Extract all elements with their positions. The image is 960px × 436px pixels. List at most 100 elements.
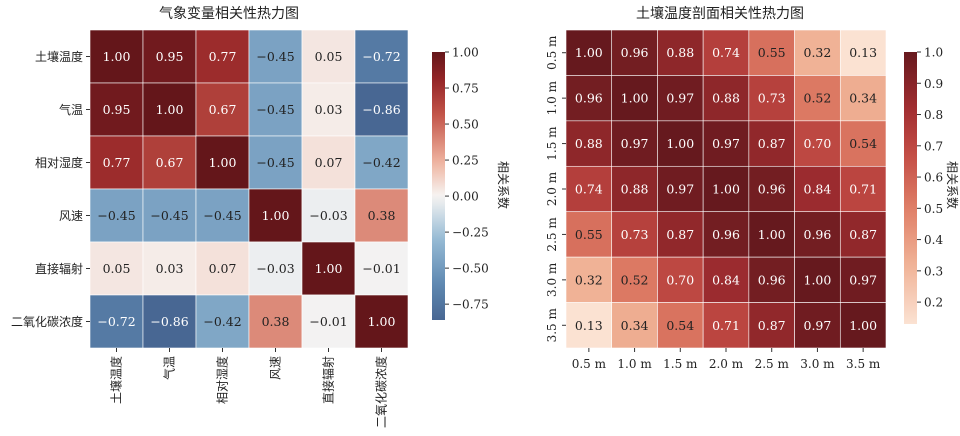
cell-value-label: −0.45: [256, 49, 294, 64]
cell-value-label: 0.87: [758, 136, 786, 151]
cell-value-label: 0.88: [575, 136, 603, 151]
cell-value-label: 1.00: [666, 136, 694, 151]
heatmap-cell: [839, 256, 887, 303]
heatmap-cell: [565, 256, 613, 303]
row-tick-label: 风速: [59, 209, 83, 223]
cell-value-label: 0.77: [103, 155, 131, 170]
cell-value-label: −0.42: [362, 155, 400, 170]
row-tick-label: 3.0 m: [545, 262, 559, 297]
col-tick-label: 2.0 m: [709, 357, 744, 371]
cell-value-label: 0.87: [849, 227, 877, 242]
heatmap-cell: [794, 165, 841, 213]
cell-value-label: −0.86: [150, 314, 188, 329]
cell-value-label: −0.03: [256, 261, 294, 276]
heatmap-cell: [301, 241, 356, 296]
cell-value-label: 0.88: [712, 91, 740, 106]
cell-value-label: 0.34: [849, 91, 877, 106]
cell-value-label: 0.96: [712, 227, 740, 242]
row-tick-label: 0.5 m: [545, 35, 559, 70]
heatmap-cell: [301, 29, 356, 84]
cell-value-label: 0.97: [621, 136, 649, 151]
cell-value-label: 0.32: [575, 272, 603, 287]
heatmap-cell: [354, 241, 409, 296]
cell-value-label: 0.67: [156, 155, 184, 170]
heatmap-cell: [611, 165, 658, 213]
cell-value-label: 0.77: [209, 49, 237, 64]
row-tick-label: 3.5 m: [545, 308, 559, 343]
heatmap-cell: [657, 75, 704, 122]
colorbar-tick-label: 0.6: [924, 171, 943, 185]
row-tick-label: 直接辐射: [35, 261, 83, 276]
heatmap-cell: [611, 29, 658, 76]
heatmap-cell: [657, 256, 704, 303]
heatmap-cell: [142, 135, 197, 190]
colorbar-tick-label: 0.50: [452, 118, 479, 132]
cell-value-label: 0.13: [575, 318, 603, 333]
row-tick-label: 1.5 m: [545, 126, 559, 161]
heatmap-cell: [748, 120, 795, 167]
cell-value-label: −0.01: [309, 314, 347, 329]
cell-value-label: 0.13: [849, 45, 877, 60]
left-heatmap-panel: 气象变量相关性热力图 1.00 0.95 0.77 −0.45 0.05 −0.72 0.9…: [11, 6, 511, 428]
heatmap-cell: [565, 75, 613, 122]
colorbar-tick-label: −0.25: [452, 226, 489, 240]
right-colorbar: 1.0 0.9 0.8 0.7 0.6 0.5 0.4 0.3 0.2: [904, 46, 943, 324]
cell-value-label: −0.03: [309, 208, 347, 223]
colorbar-tick-label: 1.0: [924, 46, 943, 60]
cell-value-label: 0.52: [804, 91, 832, 106]
heatmap-cell: [702, 165, 750, 213]
cell-value-label: 0.84: [804, 182, 832, 197]
right-heatmap-panel: 土壤温度剖面相关性热力图 1.00 0.96 0.88 0.74 0.55 0.32 0.1…: [545, 5, 960, 371]
cell-value-label: 1.00: [575, 45, 603, 60]
heatmap-cell: [354, 82, 409, 137]
heatmap-cell: [657, 120, 704, 167]
heatmap-cell: [611, 211, 658, 258]
cell-value-label: 0.38: [368, 208, 396, 223]
cell-value-label: 0.03: [156, 261, 184, 276]
heatmap-cell: [195, 188, 250, 243]
col-tick-label: 3.5 m: [846, 357, 881, 371]
heatmap-cell: [839, 75, 887, 122]
cell-value-label: 0.95: [156, 49, 184, 64]
cell-value-label: 0.88: [666, 45, 694, 60]
cell-value-label: 0.97: [849, 272, 877, 287]
colorbar-tick-label: 0.25: [452, 154, 479, 168]
cell-value-label: 0.38: [262, 314, 290, 329]
cell-value-label: 0.03: [315, 102, 343, 117]
heatmap-cell: [702, 256, 750, 303]
cell-value-label: −0.72: [97, 314, 135, 329]
col-tick-label: 直接辐射: [321, 356, 336, 404]
cell-value-label: 1.00: [849, 318, 877, 333]
heatmap-cell: [248, 188, 303, 243]
row-tick-label: 2.5 m: [545, 217, 559, 252]
heatmap-cell: [248, 82, 303, 137]
heatmap-cell: [748, 165, 795, 213]
cell-value-label: 1.00: [262, 208, 290, 223]
heatmap-cell: [657, 211, 704, 258]
heatmap-cell: [142, 82, 197, 137]
cell-value-label: 0.55: [758, 45, 786, 60]
colorbar-gradient: [432, 52, 445, 320]
heatmap-cell: [354, 294, 409, 349]
cell-value-label: 0.87: [666, 227, 694, 242]
cell-value-label: 0.74: [575, 182, 603, 197]
heatmap-cell: [839, 302, 887, 349]
cell-value-label: −0.72: [362, 49, 400, 64]
heatmap-cell: [794, 29, 841, 76]
cell-value-label: 0.71: [849, 182, 877, 197]
heatmap-cell: [702, 29, 750, 76]
left-colorbar: 1.00 0.75 0.50 0.25 0.00 −0.25 −0.50 −0.75: [432, 46, 489, 320]
cell-value-label: 0.96: [758, 272, 786, 287]
colorbar-tick-label: 0.3: [924, 264, 943, 278]
heatmap-cell: [748, 256, 795, 303]
heatmap-cell: [248, 241, 303, 296]
heatmap-cell: [195, 135, 250, 190]
col-tick-label: 相对湿度: [215, 356, 230, 404]
left-chart-title: 气象变量相关性热力图: [159, 6, 299, 22]
heatmap-cell: [354, 188, 409, 243]
cell-value-label: 1.00: [315, 261, 343, 276]
cell-value-label: 0.54: [849, 136, 877, 151]
heatmap-cell: [565, 211, 613, 258]
colorbar-gradient: [904, 52, 917, 324]
